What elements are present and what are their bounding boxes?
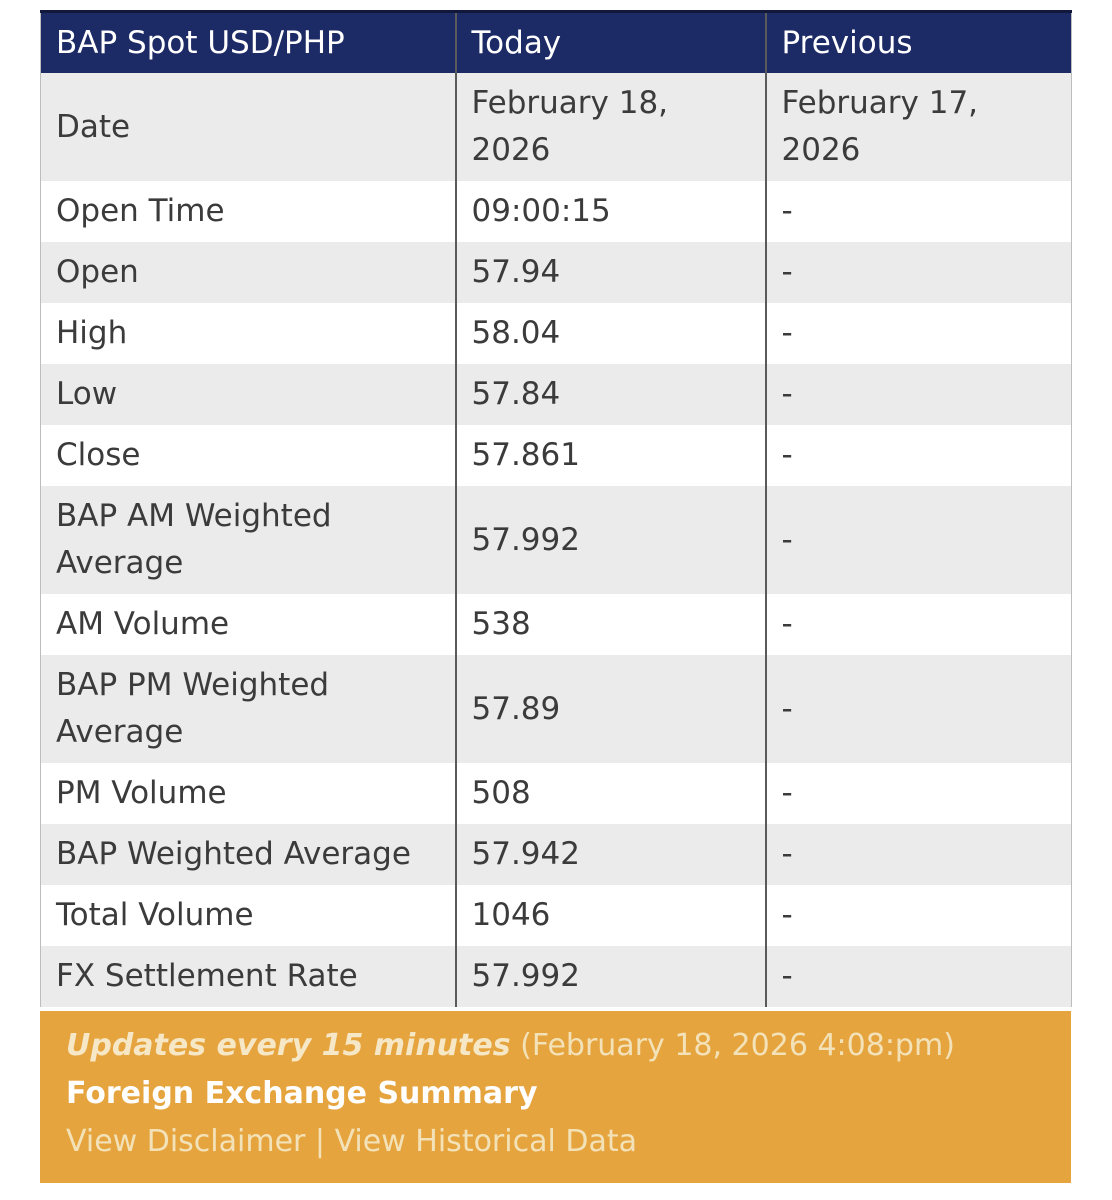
- today-value: 508: [454, 763, 766, 824]
- table-body: Date February 18, 2026 February 17, 2026 Op…: [40, 73, 1072, 1007]
- today-value: 57.94: [454, 242, 766, 303]
- row-label: AM Volume: [56, 606, 230, 642]
- link-separator: |: [314, 1124, 326, 1159]
- row-label: High: [56, 315, 128, 351]
- previous-value: -: [764, 486, 1072, 594]
- previous-value: -: [764, 425, 1072, 486]
- today-value: 57.992: [454, 486, 766, 594]
- table-row: Close 57.861-: [40, 425, 1072, 486]
- previous-value: -: [764, 303, 1072, 364]
- row-label: Low: [56, 376, 118, 412]
- table-row: BAP PM Weighted Average 57.89-: [40, 655, 1072, 763]
- row-label: BAP Weighted Average: [56, 836, 411, 872]
- previous-value: -: [764, 181, 1072, 242]
- previous-value: February 17, 2026: [764, 73, 1072, 181]
- table-row: PM Volume 508-: [40, 763, 1072, 824]
- previous-value: -: [764, 885, 1072, 946]
- previous-value: -: [764, 242, 1072, 303]
- last-updated-timestamp: (February 18, 2026 4:08:pm): [520, 1028, 955, 1063]
- foreign-exchange-summary-link[interactable]: Foreign Exchange Summary: [66, 1076, 538, 1111]
- today-value: 57.84: [454, 364, 766, 425]
- today-value: 57.992: [454, 946, 766, 1007]
- row-label: Open: [56, 254, 139, 290]
- update-info-line: Updates every 15 minutes (February 18, 2…: [66, 1022, 1051, 1070]
- today-value: 57.942: [454, 824, 766, 885]
- row-label: Close: [56, 437, 141, 473]
- row-label: BAP AM Weighted Average: [56, 498, 332, 581]
- table-header-row: BAP Spot USD/PHP Today Previous: [40, 10, 1072, 73]
- table-row: Open Time 09:00:15-: [40, 181, 1072, 242]
- previous-value: -: [764, 594, 1072, 655]
- fx-rate-table: BAP Spot USD/PHP Today Previous Date Febr…: [40, 10, 1072, 1007]
- row-label: Date: [56, 108, 131, 145]
- updates-frequency-note: Updates every 15 minutes: [66, 1028, 511, 1063]
- table-title: BAP Spot USD/PHP: [40, 10, 456, 73]
- today-value: 09:00:15: [454, 181, 766, 242]
- previous-value: -: [764, 946, 1072, 1007]
- table-row: High 58.04-: [40, 303, 1072, 364]
- table-row: Date February 18, 2026 February 17, 2026: [40, 73, 1072, 181]
- today-value: 57.89: [454, 655, 766, 763]
- today-value: February 18, 2026: [454, 73, 766, 181]
- table-row: Open 57.94-: [40, 242, 1072, 303]
- column-header-previous: Previous: [764, 10, 1072, 73]
- previous-value: -: [764, 824, 1072, 885]
- row-label: BAP PM Weighted Average: [56, 667, 330, 750]
- table-row: Low 57.84-: [40, 364, 1072, 425]
- row-label: Open Time: [56, 193, 225, 229]
- today-value: 57.861: [454, 425, 766, 486]
- previous-value: -: [764, 763, 1072, 824]
- previous-value: -: [764, 655, 1072, 763]
- today-value: 1046: [454, 885, 766, 946]
- table-row: Total Volume 1046-: [40, 885, 1072, 946]
- footer-links-row: View Disclaimer | View Historical Data: [66, 1118, 1051, 1166]
- view-historical-data-link[interactable]: View Historical Data: [334, 1124, 637, 1159]
- table-row: FX Settlement Rate 57.992-: [40, 946, 1072, 1007]
- previous-value: -: [764, 364, 1072, 425]
- view-disclaimer-link[interactable]: View Disclaimer: [66, 1124, 306, 1159]
- today-value: 538: [454, 594, 766, 655]
- today-value: 58.04: [454, 303, 766, 364]
- row-label: Total Volume: [56, 897, 254, 933]
- table-row: BAP Weighted Average 57.942-: [40, 824, 1072, 885]
- row-label: FX Settlement Rate: [56, 958, 358, 994]
- footer-banner: Updates every 15 minutes (February 18, 2…: [40, 1011, 1071, 1183]
- table-row: BAP AM Weighted Average 57.992-: [40, 486, 1072, 594]
- table-row: AM Volume 538-: [40, 594, 1072, 655]
- row-label: PM Volume: [56, 775, 227, 811]
- column-header-today: Today: [454, 10, 766, 73]
